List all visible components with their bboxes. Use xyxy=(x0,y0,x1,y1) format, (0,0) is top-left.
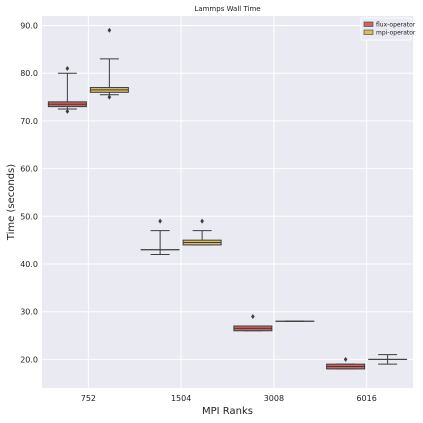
legend-swatch xyxy=(363,29,374,35)
outlier-point xyxy=(107,94,112,100)
legend-label: flux-operator xyxy=(376,22,416,29)
box-flux-operator-3008 xyxy=(233,313,273,332)
x-tick-label: 3008 xyxy=(264,394,284,403)
outlier-point xyxy=(158,218,162,224)
outlier-point xyxy=(251,313,255,319)
box-mpi-operator-752 xyxy=(89,27,129,100)
outlier-point xyxy=(65,108,70,114)
y-tick-label: 70.0 xyxy=(20,117,38,126)
y-axis-label: Time (seconds) xyxy=(6,164,17,241)
y-tick-label: 40.0 xyxy=(20,260,38,269)
legend-box xyxy=(360,17,412,41)
outlier-point xyxy=(107,27,112,33)
y-tick-label: 30.0 xyxy=(20,308,38,317)
box-mpi-operator-1504 xyxy=(182,218,222,246)
x-axis-ticks: 752 1504 3008 6016 xyxy=(81,394,377,403)
box-flux-operator-752 xyxy=(47,65,87,114)
box-flux-operator-1504 xyxy=(140,218,180,255)
x-tick-label: 752 xyxy=(81,394,96,403)
box-mpi-operator-6016 xyxy=(368,354,408,365)
outlier-point xyxy=(200,218,204,224)
chart-title: Lammps Wall Time xyxy=(194,5,260,13)
x-tick-label: 6016 xyxy=(356,394,376,403)
x-axis-label: MPI Ranks xyxy=(202,406,253,417)
y-tick-label: 80.0 xyxy=(20,69,38,78)
x-tick-label: 1504 xyxy=(171,394,191,403)
outlier-point xyxy=(343,356,348,362)
boxes xyxy=(47,27,408,370)
box-flux-operator-6016 xyxy=(326,356,366,370)
y-axis-ticks: 20.0 30.0 40.0 50.0 60.0 70.0 80.0 90.0 xyxy=(20,22,38,365)
y-tick-label: 60.0 xyxy=(20,165,38,174)
outlier-point xyxy=(65,65,70,71)
legend-label: mpi-operator xyxy=(376,30,416,37)
y-tick-label: 90.0 xyxy=(20,22,38,31)
legend-swatch xyxy=(363,21,374,27)
plot-area xyxy=(42,16,413,388)
y-tick-label: 20.0 xyxy=(20,355,38,364)
y-tick-label: 50.0 xyxy=(20,212,38,221)
grid-lines xyxy=(42,16,413,388)
